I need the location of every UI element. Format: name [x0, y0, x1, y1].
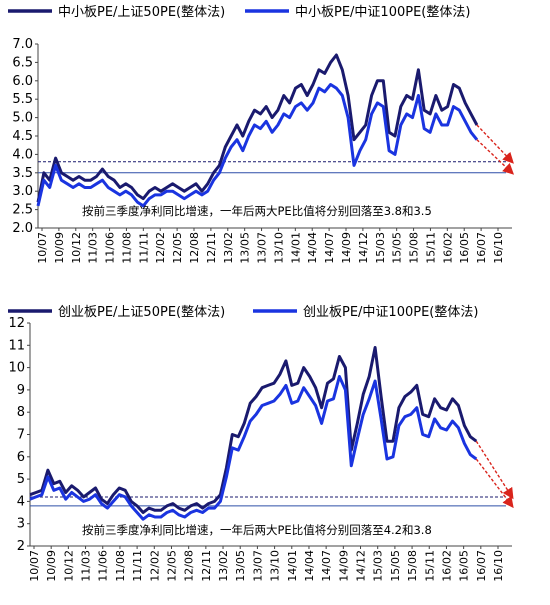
x-tick-label: 16/07 [475, 550, 488, 582]
x-tick-label: 12/02 [148, 550, 161, 582]
x-tick-label: 12/08 [183, 550, 196, 582]
x-tick-label: 16/05 [458, 550, 471, 582]
x-tick-label: 14/04 [303, 550, 316, 582]
x-tick-label: 15/03 [374, 232, 387, 264]
y-tick-label: 6.5 [12, 55, 33, 70]
x-tick-label: 16/02 [440, 550, 453, 582]
x-tick-label: 16/10 [492, 550, 505, 582]
x-tick-label: 12/11 [205, 232, 218, 264]
x-tick-label: 10/09 [45, 550, 58, 582]
y-tick-label: 11 [8, 338, 25, 353]
x-tick-label: 11/03 [87, 232, 100, 264]
x-tick-label: 12/05 [165, 550, 178, 582]
y-tick-label: 4.0 [12, 147, 33, 162]
x-tick-label: 13/10 [269, 550, 282, 582]
y-tick-label: 3.5 [12, 166, 33, 181]
x-tick-label: 16/05 [458, 232, 471, 264]
x-tick-label: 15/08 [408, 232, 421, 264]
projection-arrow [476, 139, 515, 175]
x-tick-label: 11/11 [137, 232, 150, 264]
y-tick-label: 2 [17, 539, 25, 554]
series-line-1 [36, 53, 479, 203]
chart-panel-2: 2 3 4 5 6 7 8 9 10 11 12 10/07 10/09 10/12 11/03 11/06 1… [8, 305, 514, 582]
x-tick-label: 10/12 [70, 232, 83, 264]
x-tick-label: 14/01 [289, 232, 302, 264]
chart-annotation: 按前三季度净利同比增速，一年后两大PE比值将分别回落至3.8和3.5 [82, 204, 432, 218]
chart-annotation: 按前三季度净利同比增速，一年后两大PE比值将分别回落至4.2和3.8 [82, 523, 432, 537]
y-tick-label: 4.5 [12, 129, 33, 144]
x-tick-label: 16/02 [441, 232, 454, 264]
x-tick-label: 11/08 [114, 550, 127, 582]
y-tick-label: 3 [17, 517, 25, 532]
x-tick-label: 11/03 [80, 550, 93, 582]
y-tick-label: 7 [17, 428, 25, 443]
x-tick-label: 14/12 [357, 232, 370, 264]
y-tick-label: 3.0 [12, 184, 33, 199]
x-tick-label: 15/05 [389, 550, 402, 582]
legend-label: 创业板PE/中证100PE(整体法) [303, 305, 478, 320]
x-tick-label: 13/02 [217, 550, 230, 582]
x-tick-label: 13/02 [222, 232, 235, 264]
x-tick-label: 11/06 [97, 550, 110, 582]
x-tick-label: 16/07 [475, 232, 488, 264]
x-tick-label: 12/02 [154, 232, 167, 264]
y-tick-label: 9 [17, 383, 25, 398]
y-tick-label: 5.0 [12, 111, 33, 126]
x-tick-label: 15/05 [391, 232, 404, 264]
y-tick-label: 2.0 [12, 221, 33, 236]
y-tick-label: 6 [17, 450, 25, 465]
y-tick-label: 4 [17, 494, 25, 509]
x-tick-label: 15/08 [406, 550, 419, 582]
projection-arrow [476, 124, 514, 164]
x-tick-label: 12/08 [188, 232, 201, 264]
legend-label: 创业板PE/上证50PE(整体法) [58, 305, 225, 320]
x-tick-label: 16/10 [492, 232, 505, 264]
x-tick-label: 14/07 [323, 232, 336, 264]
x-tick-label: 10/07 [36, 232, 49, 264]
x-tick-label: 13/10 [272, 232, 285, 264]
x-tick-label: 10/09 [53, 232, 66, 264]
x-tick-label: 15/03 [372, 550, 385, 582]
x-tick-label: 11/11 [131, 550, 144, 582]
projection-arrow [475, 458, 514, 509]
x-tick-label: 14/04 [306, 232, 319, 264]
legend-label: 中小板PE/中证100PE(整体法) [295, 5, 470, 20]
y-tick-label: 10 [8, 361, 25, 376]
x-tick-label: 14/01 [286, 550, 299, 582]
x-tick-label: 13/05 [234, 550, 247, 582]
y-tick-label: 8 [17, 405, 25, 420]
x-tick-label: 15/11 [424, 232, 437, 264]
y-tick-label: 7.0 [12, 37, 33, 52]
y-tick-label: 2.5 [12, 203, 33, 218]
x-tick-label: 12/11 [200, 550, 213, 582]
series-line-2 [29, 375, 478, 521]
legend-label: 中小板PE/上证50PE(整体法) [58, 5, 225, 20]
series-line-1 [29, 346, 478, 514]
x-tick-label: 13/05 [239, 232, 252, 264]
x-tick-label: 13/07 [251, 550, 264, 582]
x-tick-label: 14/12 [355, 550, 368, 582]
y-tick-label: 12 [8, 316, 25, 331]
x-tick-label: 12/05 [171, 232, 184, 264]
series-line-2 [36, 83, 479, 208]
chart-panel-1: 2.0 2.5 3.0 3.5 4.0 4.5 5.0 5.5 6.0 6.5 7.0 10/07 10… [8, 5, 515, 264]
x-tick-label: 13/07 [256, 232, 269, 264]
y-tick-label: 5.5 [12, 92, 33, 107]
y-tick-label: 6.0 [12, 74, 33, 89]
x-tick-label: 14/09 [337, 550, 350, 582]
x-tick-label: 10/12 [62, 550, 75, 582]
x-tick-label: 10/07 [28, 550, 41, 582]
projection-arrow [475, 440, 514, 500]
x-tick-label: 14/09 [340, 232, 353, 264]
y-tick-label: 5 [17, 472, 25, 487]
x-tick-label: 11/06 [104, 232, 117, 264]
x-tick-label: 11/08 [120, 232, 133, 264]
x-tick-label: 14/07 [320, 550, 333, 582]
x-tick-label: 15/11 [423, 550, 436, 582]
